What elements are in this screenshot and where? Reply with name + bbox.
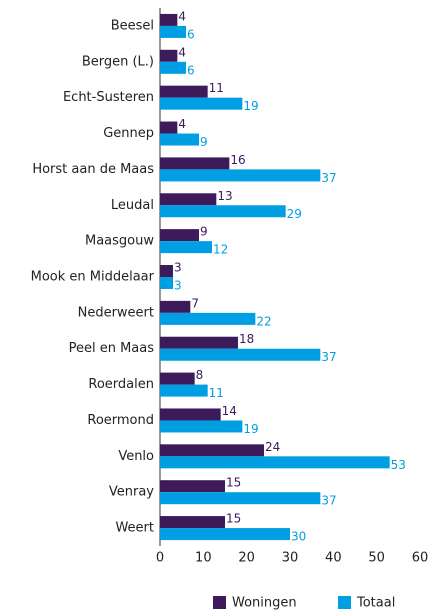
y-tick-label: Echt-Susteren xyxy=(63,90,154,105)
bar xyxy=(160,528,290,541)
data-label: 9 xyxy=(200,225,208,239)
x-tick-label: 50 xyxy=(368,551,385,566)
y-tick-label: Beesel xyxy=(111,18,154,33)
data-label: 30 xyxy=(291,530,306,544)
y-tick-label: Horst aan de Maas xyxy=(32,162,154,177)
bar xyxy=(160,133,199,146)
data-label: 3 xyxy=(174,279,182,293)
data-label: 12 xyxy=(213,243,228,257)
data-label: 18 xyxy=(239,332,254,346)
bar xyxy=(160,300,191,313)
bar xyxy=(160,169,321,182)
bar xyxy=(160,49,178,62)
x-tick-label: 0 xyxy=(156,551,164,566)
legend-swatch xyxy=(338,596,351,609)
y-tick-label: Peel en Maas xyxy=(69,341,155,356)
legend-label: Totaal xyxy=(356,596,395,611)
bar xyxy=(160,480,225,493)
x-tick-label: 60 xyxy=(412,551,429,566)
data-label: 15 xyxy=(226,476,241,490)
y-tick-label: Roerdalen xyxy=(88,377,154,392)
y-tick-label: Mook en Middelaar xyxy=(31,270,155,285)
bar xyxy=(160,372,195,385)
bar xyxy=(160,229,199,242)
data-label: 13 xyxy=(217,189,232,203)
y-tick-label: Gennep xyxy=(103,126,154,141)
bar xyxy=(160,13,178,26)
y-tick-label: Leudal xyxy=(111,198,154,213)
data-label: 14 xyxy=(222,404,237,418)
y-tick-label: Venlo xyxy=(118,449,154,464)
bar xyxy=(160,193,217,206)
bar xyxy=(160,384,208,397)
bar xyxy=(160,157,230,170)
bar xyxy=(160,277,173,289)
data-label: 37 xyxy=(321,494,336,508)
y-tick-label: Bergen (L.) xyxy=(82,54,154,69)
data-label: 16 xyxy=(230,153,245,167)
data-label: 37 xyxy=(321,350,336,364)
bar xyxy=(160,348,321,361)
legend-swatch xyxy=(213,596,226,609)
data-label: 4 xyxy=(178,9,186,23)
data-label: 11 xyxy=(209,81,224,95)
bar xyxy=(160,444,264,457)
data-label: 37 xyxy=(321,171,336,185)
legend-label: Woningen xyxy=(232,596,297,611)
bar xyxy=(160,97,243,110)
bar xyxy=(160,85,208,98)
data-label: 19 xyxy=(243,99,258,113)
y-tick-label: Nederweert xyxy=(78,305,154,320)
data-label: 29 xyxy=(287,207,302,221)
bar xyxy=(160,336,238,349)
bar xyxy=(160,408,221,421)
bar xyxy=(160,25,186,38)
x-tick-label: 40 xyxy=(325,551,342,566)
x-tick-label: 10 xyxy=(195,551,212,566)
bar xyxy=(160,456,390,469)
data-label: 22 xyxy=(256,314,271,328)
y-tick-label: Venray xyxy=(109,485,154,500)
data-label: 4 xyxy=(178,45,186,59)
data-label: 6 xyxy=(187,27,195,41)
data-label: 53 xyxy=(391,458,406,472)
data-label: 11 xyxy=(209,386,224,400)
bar xyxy=(160,516,225,529)
y-tick-label: Roermond xyxy=(87,413,154,428)
x-tick-label: 20 xyxy=(238,551,255,566)
bar xyxy=(160,265,173,277)
data-label: 8 xyxy=(196,368,204,382)
x-tick-label: 30 xyxy=(282,551,299,566)
data-label: 24 xyxy=(265,440,280,454)
data-label: 9 xyxy=(200,135,208,149)
data-label: 7 xyxy=(191,296,199,310)
bar xyxy=(160,420,243,433)
bar xyxy=(160,205,286,218)
y-tick-label: Weert xyxy=(115,521,154,536)
data-label: 6 xyxy=(187,63,195,77)
bar xyxy=(160,241,212,254)
data-label: 19 xyxy=(243,422,258,436)
data-label: 3 xyxy=(174,261,182,275)
data-label: 4 xyxy=(178,117,186,131)
bar xyxy=(160,61,186,74)
bar xyxy=(160,121,178,134)
y-tick-label: Maasgouw xyxy=(85,234,154,249)
bar xyxy=(160,312,256,325)
data-label: 15 xyxy=(226,512,241,526)
bar xyxy=(160,492,321,505)
